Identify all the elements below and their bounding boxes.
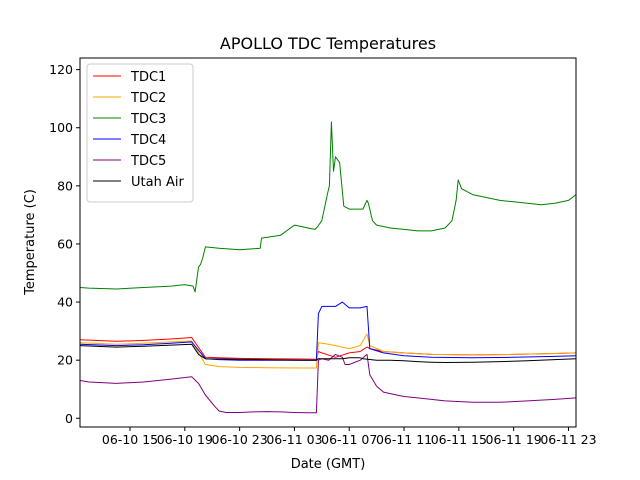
legend: TDC1 TDC2 TDC3 TDC4 TDC5 Utah Air — [86, 63, 194, 203]
legend-label: Utah Air — [131, 175, 184, 190]
y-tick-label: 0 — [65, 411, 73, 426]
series-line-tdc2 — [80, 333, 576, 369]
series-layer — [80, 121, 576, 414]
legend-label: TDC5 — [130, 154, 166, 169]
series-line-tdc4 — [80, 301, 576, 361]
y-tick-label: 20 — [57, 353, 73, 368]
x-tick-label: 06-11 07 — [321, 432, 377, 447]
x-tick-label: 06-11 11 — [376, 432, 432, 447]
legend-box — [86, 63, 194, 203]
legend-label: TDC4 — [130, 133, 166, 148]
legend-label: TDC3 — [130, 112, 166, 127]
chart-title: APOLLO TDC Temperatures — [220, 34, 436, 53]
y-tick-label: 40 — [57, 295, 73, 310]
y-tick-label: 60 — [57, 236, 73, 251]
plot-frame — [79, 57, 577, 428]
legend-label: TDC2 — [130, 91, 166, 106]
x-tick-label: 06-10 19 — [157, 432, 213, 447]
x-axis-label: Date (GMT) — [291, 457, 366, 472]
x-tick-label: 06-11 19 — [486, 432, 542, 447]
x-tick-label: 06-10 23 — [212, 432, 268, 447]
y-tick-label: 100 — [49, 120, 73, 135]
y-tick-label: 120 — [49, 62, 73, 77]
x-tick-label: 06-11 23 — [540, 432, 596, 447]
y-tick-label: 80 — [57, 178, 73, 193]
x-tick-label: 06-11 03 — [266, 432, 322, 447]
series-line-utah-air — [80, 343, 576, 363]
x-tick-label: 06-11 15 — [431, 432, 487, 447]
series-line-tdc3 — [80, 121, 576, 293]
series-line-tdc1 — [80, 337, 576, 360]
legend-label: TDC1 — [130, 70, 166, 85]
y-axis-label: Temperature (C) — [23, 189, 38, 296]
series-line-tdc5 — [80, 353, 576, 414]
x-tick-label: 06-10 15 — [102, 432, 158, 447]
